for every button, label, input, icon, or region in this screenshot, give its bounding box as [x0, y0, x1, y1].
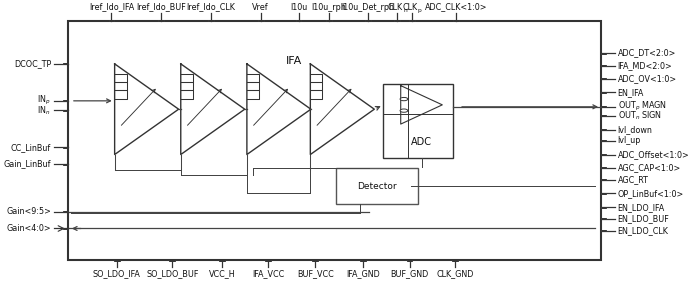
- Text: EN_LDO_CLK: EN_LDO_CLK: [617, 226, 668, 235]
- Bar: [601, 115, 606, 116]
- Bar: [114, 259, 120, 261]
- Bar: [108, 20, 114, 21]
- Text: OUT$_p$ MAGN: OUT$_p$ MAGN: [617, 100, 666, 113]
- Text: AGC_CAP<1:0>: AGC_CAP<1:0>: [617, 163, 681, 172]
- Text: OUT$_n$ SIGN: OUT$_n$ SIGN: [617, 110, 661, 122]
- Text: Iref_ldo_BUF: Iref_ldo_BUF: [136, 3, 186, 12]
- Bar: [384, 84, 453, 158]
- Bar: [601, 154, 606, 155]
- Text: Detector: Detector: [357, 182, 397, 191]
- Bar: [601, 92, 606, 93]
- Text: CC_LinBuf: CC_LinBuf: [10, 143, 51, 152]
- Text: IN$_p$: IN$_p$: [37, 94, 51, 107]
- Bar: [601, 106, 606, 107]
- Text: lvl_up: lvl_up: [617, 136, 641, 145]
- Bar: [63, 147, 68, 148]
- Text: SO_LDO_IFA: SO_LDO_IFA: [93, 269, 141, 278]
- Text: BUF_VCC: BUF_VCC: [297, 269, 333, 278]
- Bar: [601, 140, 606, 141]
- Bar: [409, 20, 414, 21]
- Text: I10u_rph: I10u_rph: [312, 3, 346, 12]
- Text: Iref_ldo_CLK: Iref_ldo_CLK: [186, 3, 235, 12]
- Text: I10u: I10u: [290, 3, 307, 12]
- Text: CLK: CLK: [388, 3, 403, 12]
- Bar: [601, 207, 606, 208]
- Bar: [336, 168, 419, 204]
- Text: Vref: Vref: [253, 3, 269, 12]
- Bar: [63, 228, 68, 229]
- Bar: [601, 193, 606, 194]
- Text: ADC_DT<2:0>: ADC_DT<2:0>: [617, 49, 676, 58]
- Bar: [407, 259, 412, 261]
- Bar: [295, 20, 302, 21]
- Bar: [219, 259, 225, 261]
- Circle shape: [400, 98, 408, 101]
- Text: EN_LDO_BUF: EN_LDO_BUF: [617, 214, 669, 223]
- Text: IN$_n$: IN$_n$: [37, 104, 51, 117]
- Bar: [601, 179, 606, 180]
- Text: ADC: ADC: [411, 137, 432, 147]
- Bar: [601, 78, 606, 79]
- Bar: [326, 20, 332, 21]
- Bar: [365, 20, 371, 21]
- Text: ADC_CLK<1:0>: ADC_CLK<1:0>: [425, 3, 487, 12]
- Text: I10u_Det_rph: I10u_Det_rph: [342, 3, 394, 12]
- Bar: [360, 259, 366, 261]
- Text: IFA_MD<2:0>: IFA_MD<2:0>: [617, 61, 673, 70]
- Text: lvl_down: lvl_down: [617, 125, 652, 135]
- Bar: [158, 20, 164, 21]
- Text: SO_LDO_BUF: SO_LDO_BUF: [146, 269, 198, 278]
- Text: AGC_RT: AGC_RT: [617, 175, 648, 184]
- Text: n: n: [403, 8, 407, 13]
- Text: CLK_GND: CLK_GND: [437, 269, 474, 278]
- Bar: [453, 20, 459, 21]
- Text: Gain<4:0>: Gain<4:0>: [6, 224, 51, 233]
- Bar: [394, 20, 400, 21]
- Bar: [312, 259, 318, 261]
- Bar: [63, 100, 68, 101]
- Bar: [208, 20, 213, 21]
- Text: ADC_OV<1:0>: ADC_OV<1:0>: [617, 74, 677, 83]
- Bar: [169, 259, 175, 261]
- Bar: [452, 259, 458, 261]
- Bar: [601, 129, 606, 131]
- Text: EN_LDO_IFA: EN_LDO_IFA: [617, 203, 665, 212]
- Text: ADC_Offset<1:0>: ADC_Offset<1:0>: [617, 150, 690, 159]
- Text: Gain_LinBuf: Gain_LinBuf: [4, 160, 51, 169]
- Text: VCC_H: VCC_H: [209, 269, 235, 278]
- Circle shape: [400, 109, 408, 112]
- Text: DCOC_TP: DCOC_TP: [14, 59, 51, 68]
- Bar: [63, 211, 68, 212]
- Bar: [601, 167, 606, 168]
- Bar: [601, 65, 606, 66]
- Text: p: p: [417, 8, 421, 13]
- Bar: [265, 259, 271, 261]
- Text: Iref_ldo_IFA: Iref_ldo_IFA: [89, 3, 134, 12]
- Text: EN_IFA: EN_IFA: [617, 88, 644, 97]
- Bar: [63, 110, 68, 111]
- Bar: [68, 21, 601, 259]
- Bar: [63, 63, 68, 64]
- Bar: [601, 230, 606, 231]
- Text: CLK: CLK: [402, 3, 417, 12]
- Text: Gain<9:5>: Gain<9:5>: [6, 207, 51, 216]
- Text: BUF_GND: BUF_GND: [391, 269, 428, 278]
- Text: IFA: IFA: [286, 56, 302, 67]
- Text: IFA_GND: IFA_GND: [346, 269, 380, 278]
- Bar: [258, 20, 264, 21]
- Bar: [601, 53, 606, 54]
- Text: OP_LinBuf<1:0>: OP_LinBuf<1:0>: [617, 189, 684, 198]
- Text: IFA_VCC: IFA_VCC: [252, 269, 284, 278]
